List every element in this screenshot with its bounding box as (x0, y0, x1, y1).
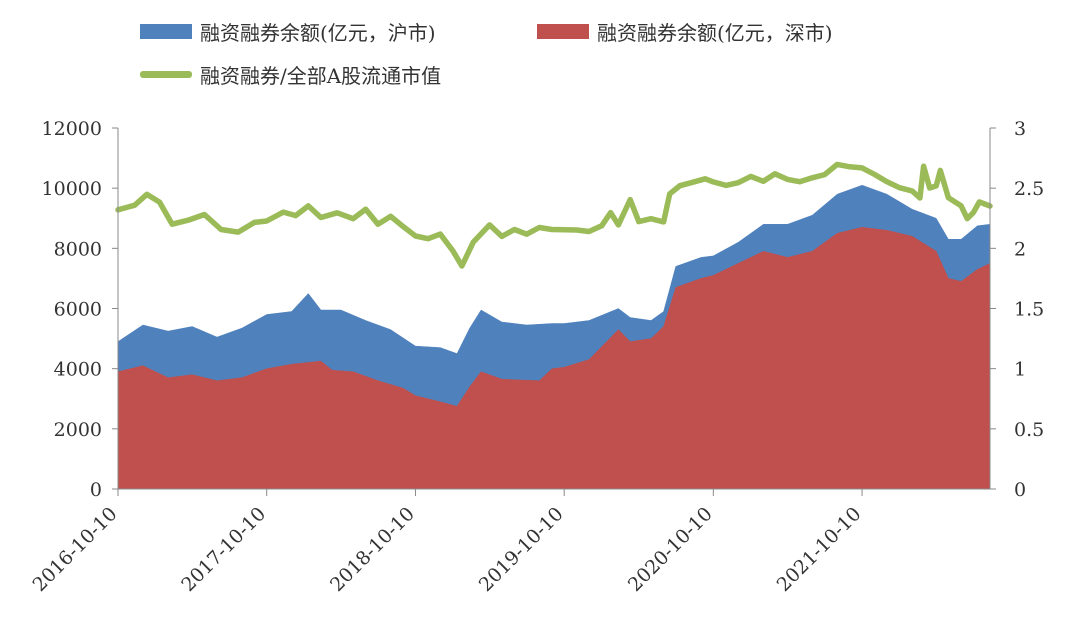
y-right-tick-label: 2 (1014, 238, 1026, 260)
legend-item-sh: 融资融券余额(亿元，沪市) (140, 17, 436, 46)
x-tick-label: 2020-10-10 (624, 503, 717, 596)
x-tick-label: 2018-10-10 (326, 503, 419, 596)
y-right-tick-label: 0.5 (1014, 419, 1044, 441)
y-left-tick-label: 2000 (54, 419, 102, 441)
y-left-tick-label: 6000 (54, 299, 102, 321)
y-right-tick-label: 3 (1014, 118, 1026, 140)
legend-item-ratio: 融资融券/全部A股流通市值 (140, 60, 441, 89)
line-ratio (115, 161, 993, 269)
x-tick-label: 2017-10-10 (177, 503, 270, 596)
legend-item-sz: 融资融券余额(亿元，深市) (537, 17, 833, 46)
y-right-tick-label: 1.5 (1014, 299, 1044, 321)
legend-label-sz: 融资融券余额(亿元，深市) (597, 21, 833, 45)
area-sz (117, 227, 991, 490)
y-left-tick-label: 10000 (42, 178, 102, 200)
y-left-tick-label: 8000 (54, 238, 102, 260)
x-tick-label: 2021-10-10 (773, 503, 866, 596)
legend-label-sh: 融资融券余额(亿元，沪市) (200, 21, 436, 45)
legend-swatch-ratio (140, 71, 192, 78)
x-tick-label: 2016-10-10 (29, 503, 122, 596)
y-left-tick-label: 0 (90, 479, 102, 501)
y-right-tick-label: 1 (1014, 359, 1026, 381)
y-left-tick-label: 12000 (42, 118, 102, 140)
y-left-tick-label: 4000 (54, 359, 102, 381)
x-tick-label: 2019-10-10 (475, 503, 568, 596)
legend-swatch-sz (537, 24, 589, 39)
legend-swatch-sh (140, 24, 192, 39)
y-right-tick-label: 0 (1014, 479, 1026, 501)
y-right-tick-label: 2.5 (1014, 178, 1044, 200)
legend-label-ratio: 融资融券/全部A股流通市值 (200, 64, 442, 88)
